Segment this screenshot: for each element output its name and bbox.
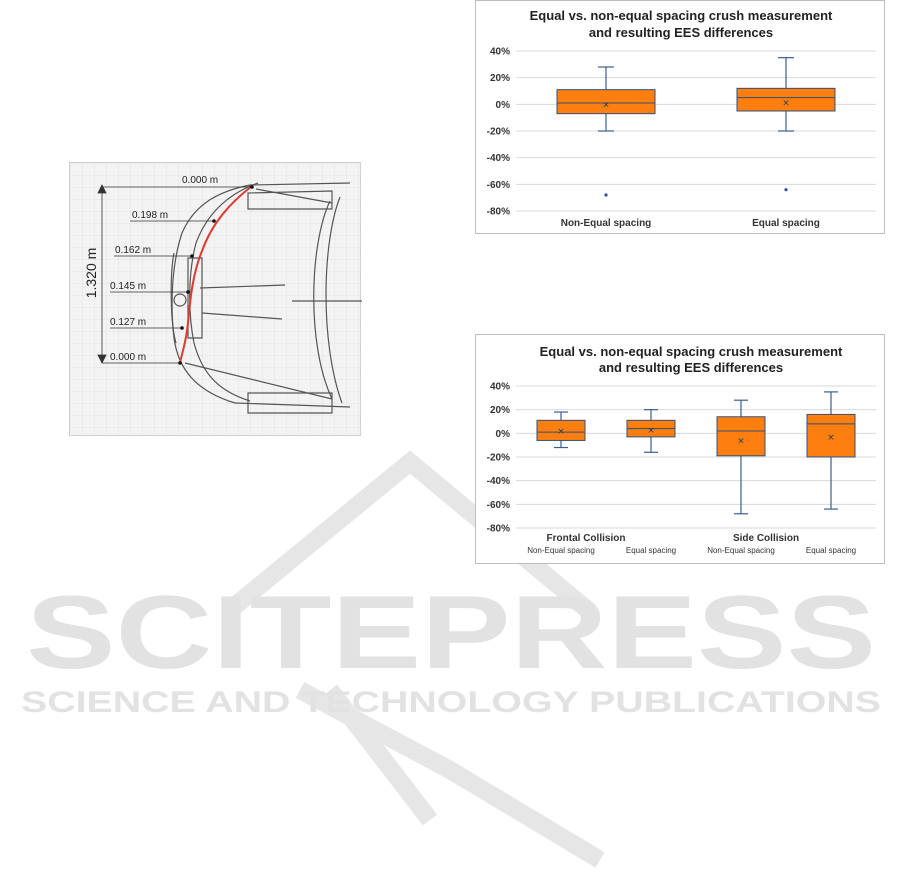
group-label-1: Side Collision	[733, 533, 799, 544]
y-tick-label-2: 0%	[496, 100, 511, 111]
chart-title-line-1: and resulting EES differences	[589, 25, 773, 40]
y-tick-label-2: 0%	[496, 429, 511, 440]
y-tick-label-6: -80%	[487, 524, 510, 535]
watermark-title: SCITEPRESS	[26, 575, 876, 691]
mean-marker-1: ×	[647, 426, 655, 436]
total-width-label: 1.320 m	[83, 248, 99, 299]
station-label-5: 0.000 m	[110, 352, 146, 363]
category-label-0: Non-Equal spacing	[527, 546, 595, 555]
y-tick-label-4: -40%	[487, 476, 510, 487]
boxplot-chart-overall: Equal vs. non-equal spacing crush measur…	[475, 0, 885, 234]
outlier-point-1-0	[784, 188, 788, 192]
y-tick-label-4: -40%	[487, 153, 510, 164]
vehicle-outline	[170, 182, 362, 414]
y-tick-label-5: -60%	[487, 180, 510, 191]
category-label-2: Non-Equal spacing	[707, 546, 775, 555]
mean-marker-3: ×	[827, 433, 835, 443]
boxplot-chart-overall-svg: Equal vs. non-equal spacing crush measur…	[487, 8, 876, 229]
watermark-subtitle: SCIENCE AND TECHNOLOGY PUBLICATIONS	[21, 686, 881, 719]
category-label-1: Equal spacing	[752, 218, 820, 229]
boxplot-chart-by-collision: Equal vs. non-equal spacing crush measur…	[475, 334, 885, 564]
category-label-3: Equal spacing	[806, 546, 856, 555]
box-iqr-0	[556, 89, 656, 115]
y-tick-label-3: -20%	[487, 127, 510, 138]
box-iqr-0	[536, 419, 586, 441]
y-tick-label-0: 40%	[490, 47, 510, 58]
group-label-0: Frontal Collision	[547, 533, 626, 544]
outlier-point-0-0	[604, 193, 608, 197]
box-iqr-3	[806, 413, 856, 458]
station-label-0: 0.000 m	[182, 175, 218, 186]
y-tick-label-0: 40%	[490, 382, 510, 393]
boxplot-chart-by-collision-svg: Equal vs. non-equal spacing crush measur…	[487, 344, 876, 555]
category-label-0: Non-Equal spacing	[561, 218, 652, 229]
mean-marker-0: ×	[602, 100, 610, 110]
category-label-1: Equal spacing	[626, 546, 676, 555]
crush-profile-drawing: 1.320 m 0.000 m 0.198 m 0.162 m 0.145 m …	[70, 163, 362, 437]
mean-marker-1: ×	[782, 98, 790, 108]
chart-title-line-0: Equal vs. non-equal spacing crush measur…	[530, 8, 833, 23]
crush-profile-figure: 1.320 m 0.000 m 0.198 m 0.162 m 0.145 m …	[69, 162, 362, 437]
chart-title-line-0: Equal vs. non-equal spacing crush measur…	[540, 344, 843, 359]
box-iqr-1	[736, 87, 836, 112]
crush-profile-line	[179, 185, 253, 364]
station-label-2: 0.162 m	[115, 245, 151, 256]
box-iqr-2	[716, 416, 766, 457]
station-label-4: 0.127 m	[110, 317, 146, 328]
mean-marker-2: ×	[737, 436, 745, 446]
y-tick-label-1: 20%	[490, 405, 510, 416]
chart-title-line-1: and resulting EES differences	[599, 360, 783, 375]
dimension-lines	[97, 184, 252, 364]
y-tick-label-5: -60%	[487, 500, 510, 511]
y-tick-label-1: 20%	[490, 73, 510, 84]
station-label-1: 0.198 m	[132, 210, 168, 221]
station-label-3: 0.145 m	[110, 281, 146, 292]
y-tick-label-6: -80%	[487, 207, 510, 218]
station-points	[178, 185, 254, 365]
y-tick-label-3: -20%	[487, 453, 510, 464]
mean-marker-0: ×	[557, 427, 565, 437]
